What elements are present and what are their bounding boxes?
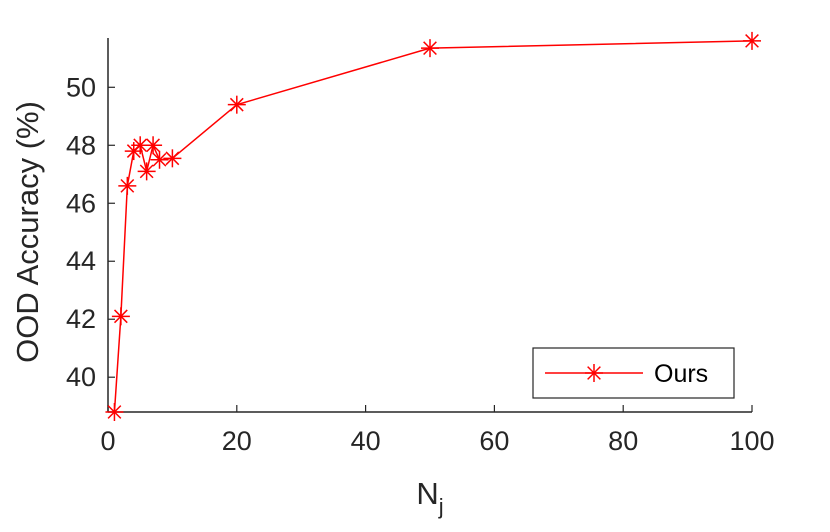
data-point-marker [137,162,156,181]
axes [107,38,752,413]
x-axis-label: Nj [416,476,443,519]
x-tick-label: 100 [729,426,774,456]
x-axis-label-main: N [416,476,438,511]
data-point-marker [227,95,246,114]
data-point-marker [743,31,761,50]
ticks [107,86,753,412]
legend-marker-asterisk [585,364,603,382]
data-point-marker [105,403,124,421]
y-axis-label: OOD Accuracy (%) [10,101,45,363]
legend-label: Ours [654,360,708,388]
data-point-marker [421,39,439,58]
data-point-marker [144,136,163,155]
y-tick-label: 42 [66,304,96,334]
y-tick-label: 48 [66,130,96,160]
x-axis-label-subscript: j [438,494,444,519]
x-tick-label: 80 [608,426,638,456]
y-tick-label: 50 [66,72,96,102]
legend-marker [585,364,603,382]
x-tick-label: 40 [351,426,381,456]
data-point-marker [118,176,137,195]
y-tick-label: 40 [66,362,96,392]
tick-labels: 0 20 40 60 80 100 40 42 44 46 48 50 [66,72,775,456]
x-tick-label: 0 [100,426,115,456]
y-tick-label: 44 [66,246,96,276]
series-line [113,40,753,413]
x-tick-label: 60 [479,426,509,456]
data-point-marker [163,149,182,168]
x-tick-label: 20 [222,426,252,456]
y-tick-label: 46 [66,188,96,218]
data-point-marker [150,150,169,169]
data-point-marker [111,307,130,326]
legend: Ours [532,347,735,399]
series-layer [105,31,761,421]
